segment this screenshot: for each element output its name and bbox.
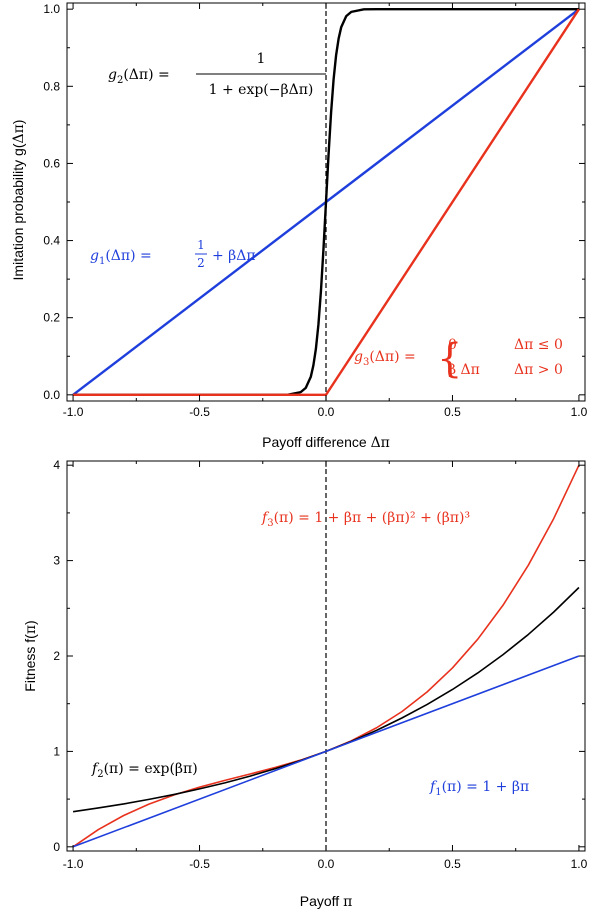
c1-x-tick-label-3: 0.5 (444, 857, 461, 871)
svg-text:β Δπ: β Δπ (448, 362, 480, 378)
c1-y-tick-label-2: 2 (53, 649, 60, 663)
svg-text:g2(Δπ) =: g2(Δπ) = (108, 67, 170, 86)
c0-x-tick-label-0: -1.0 (63, 405, 84, 419)
svg-text:0: 0 (448, 337, 457, 353)
c0-annotation-g1: g1(Δπ) = 1 2 + βΔπ (90, 238, 256, 270)
c0-y-tick-label-3: 0.6 (43, 156, 60, 170)
c1-annotation-f2: f2(π) = exp(βπ) (91, 761, 198, 780)
svg-text:Δπ > 0: Δπ > 0 (514, 362, 563, 378)
c0-y-tick-label-4: 0.8 (43, 79, 60, 93)
c0-ticks: -1.0 -0.5 0.0 0.5 1.0 0.0 0.2 0.4 0.6 0.8 1.0 (43, 2, 587, 419)
svg-text:g1(Δπ) =: g1(Δπ) = (90, 248, 152, 267)
c1-x-axis-label: Payoff π (300, 893, 353, 910)
c0-y-tick-label-5: 1.0 (43, 2, 60, 16)
svg-text:1 + exp(−βΔπ): 1 + exp(−βΔπ) (209, 82, 314, 98)
c0-series-3-line (73, 8, 580, 397)
c1-y-axis-label: Fitness f(π) (22, 620, 39, 691)
c0-x-axis-symbol: Δπ (371, 435, 390, 451)
c0-x-tick-label-4: 1.0 (571, 405, 588, 419)
c0-y-axis-label: Imitation probability g(Δπ) (10, 120, 27, 281)
c1-ticks: -1.0 -0.5 0.0 0.5 1.0 0 1 2 3 4 (53, 458, 587, 871)
c1-y-tick-label-4: 4 (53, 458, 60, 472)
svg-text:Δπ ≤ 0: Δπ ≤ 0 (514, 337, 563, 353)
c0-x-tick-label-3: 0.5 (444, 405, 461, 419)
svg-text:g3(Δπ) =: g3(Δπ) = (354, 349, 416, 368)
c1-series-lines (72, 461, 580, 851)
svg-text:{: { (437, 336, 462, 382)
c0-annotation-g3: g3(Δπ) = { 0 Δπ ≤ 0 β Δπ Δπ > 0 (354, 336, 563, 382)
c1-annotation-f1: f1(π) = 1 + βπ (429, 779, 529, 798)
c0-annotation-g2: g2(Δπ) = 1 1 + exp(−βΔπ) (108, 51, 326, 98)
c1-x-tick-label-1: -0.5 (189, 857, 210, 871)
c0-x-tick-label-2: 0.0 (318, 405, 335, 419)
c1-y-tick-label-1: 1 (53, 744, 60, 758)
c0-series-2-line (73, 7, 579, 397)
c1-x-tick-label-2: 0.0 (318, 857, 335, 871)
c1-y-tick-label-3: 3 (53, 554, 60, 568)
c1-x-tick-label-4: 1.0 (571, 857, 588, 871)
c0-x-axis-label: Payoff difference Δπ (262, 434, 390, 451)
svg-text:+ βΔπ: + βΔπ (212, 248, 256, 264)
c1-series-3-line (72, 655, 580, 848)
c1-x-tick-label-0: -1.0 (63, 857, 84, 871)
c1-x-axis-symbol: π (343, 894, 352, 910)
c0-y-tick-label-2: 0.4 (43, 234, 60, 248)
c0-x-tick-label-1: -0.5 (189, 405, 210, 419)
c1-y-tick-label-0: 0 (53, 840, 60, 854)
svg-text:1: 1 (257, 51, 266, 67)
c0-y-tick-label-0: 0.0 (43, 388, 60, 402)
chart-fitness: -1.0 -0.5 0.0 0.5 1.0 0 1 2 3 4 Payoff π Fitness … (22, 458, 588, 910)
chart-imitation-probability: -1.0 -0.5 0.0 0.5 1.0 0.0 0.2 0.4 0.6 0.8 1.0 Payo… (10, 2, 588, 451)
svg-text:2: 2 (197, 256, 205, 270)
c1-annotation-f3: f3(π) = 1 + βπ + (βπ)² + (βπ)³ (261, 510, 470, 529)
c0-y-tick-label-1: 0.2 (43, 311, 60, 325)
c0-series-lines (72, 3, 580, 401)
svg-text:1: 1 (197, 238, 205, 252)
